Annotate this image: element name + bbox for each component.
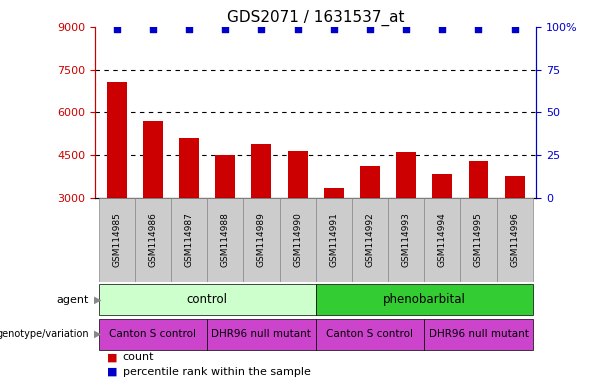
Text: GSM114994: GSM114994 [438, 213, 447, 267]
Bar [251, 144, 272, 198]
FancyBboxPatch shape [207, 319, 316, 349]
Text: GSM114985: GSM114985 [112, 213, 121, 267]
FancyBboxPatch shape [316, 319, 424, 349]
Text: GSM114996: GSM114996 [510, 213, 519, 267]
FancyBboxPatch shape [280, 198, 316, 282]
Text: GSM114988: GSM114988 [221, 213, 230, 267]
Point [256, 25, 266, 31]
FancyBboxPatch shape [99, 319, 207, 349]
Text: DHR96 null mutant: DHR96 null mutant [211, 329, 311, 339]
FancyBboxPatch shape [424, 319, 533, 349]
FancyBboxPatch shape [497, 198, 533, 282]
Text: Canton S control: Canton S control [327, 329, 413, 339]
Text: GSM114987: GSM114987 [185, 213, 194, 267]
Bar [143, 121, 163, 198]
FancyBboxPatch shape [135, 198, 171, 282]
Bar [324, 188, 344, 198]
Text: phenobarbital: phenobarbital [383, 293, 466, 306]
Point [148, 25, 158, 31]
Text: GSM114986: GSM114986 [148, 213, 158, 267]
Text: agent: agent [56, 295, 89, 305]
FancyBboxPatch shape [352, 198, 388, 282]
Text: ■: ■ [107, 352, 118, 362]
FancyBboxPatch shape [388, 198, 424, 282]
Text: GSM114991: GSM114991 [329, 213, 338, 267]
Text: GSM114990: GSM114990 [293, 213, 302, 267]
Point [329, 25, 339, 31]
Bar [179, 138, 199, 198]
Bar [504, 176, 525, 198]
Text: Canton S control: Canton S control [109, 329, 196, 339]
Point [365, 25, 375, 31]
Point [184, 25, 194, 31]
FancyBboxPatch shape [99, 198, 135, 282]
Point [292, 25, 302, 31]
Point [220, 25, 230, 31]
Text: percentile rank within the sample: percentile rank within the sample [123, 366, 310, 377]
Point [438, 25, 447, 31]
Point [402, 25, 411, 31]
FancyBboxPatch shape [316, 198, 352, 282]
Title: GDS2071 / 1631537_at: GDS2071 / 1631537_at [227, 9, 405, 25]
Text: ▶: ▶ [94, 295, 101, 305]
Point [474, 25, 484, 31]
Text: ■: ■ [107, 366, 118, 377]
FancyBboxPatch shape [171, 198, 207, 282]
Text: count: count [123, 352, 154, 362]
FancyBboxPatch shape [316, 284, 533, 315]
Text: genotype/variation: genotype/variation [0, 329, 89, 339]
Bar [432, 174, 452, 198]
Text: GSM114992: GSM114992 [365, 213, 375, 267]
Point [112, 25, 121, 31]
Text: DHR96 null mutant: DHR96 null mutant [428, 329, 528, 339]
Bar [287, 151, 308, 198]
Text: GSM114993: GSM114993 [402, 213, 411, 267]
FancyBboxPatch shape [99, 284, 316, 315]
FancyBboxPatch shape [424, 198, 460, 282]
Text: GSM114995: GSM114995 [474, 213, 483, 267]
Text: control: control [187, 293, 227, 306]
Bar [360, 166, 380, 198]
FancyBboxPatch shape [243, 198, 280, 282]
FancyBboxPatch shape [207, 198, 243, 282]
Text: ▶: ▶ [94, 329, 101, 339]
FancyBboxPatch shape [460, 198, 497, 282]
Bar [107, 83, 127, 198]
Point [510, 25, 520, 31]
Bar [215, 155, 235, 198]
Bar [396, 152, 416, 198]
Bar [468, 161, 489, 198]
Text: GSM114989: GSM114989 [257, 213, 266, 267]
